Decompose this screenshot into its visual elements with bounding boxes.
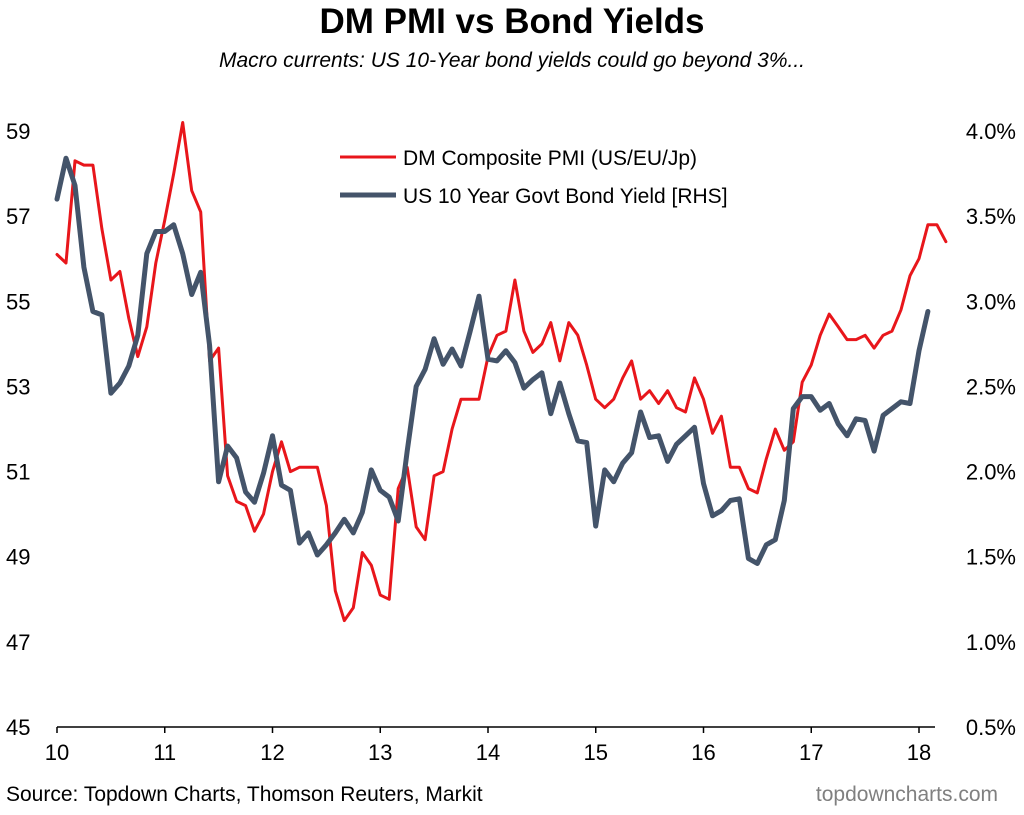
left-axis-ticks: 45 47 49 51 53 55 57 59 — [6, 119, 30, 740]
left-tick-label: 45 — [6, 715, 30, 740]
legend-label: DM Composite PMI (US/EU/Jp) — [403, 147, 697, 170]
series-lines — [54, 121, 948, 623]
right-tick-label: 4.0% — [966, 119, 1016, 144]
chart-subtitle: Macro currents: US 10-Year bond yields c… — [219, 49, 805, 72]
left-tick-label: 47 — [6, 630, 30, 655]
legend: DM Composite PMI (US/EU/Jp) US 10 Year Go… — [340, 147, 728, 208]
x-tick-label: 12 — [260, 740, 284, 765]
left-tick-label: 55 — [6, 289, 30, 314]
left-tick-label: 49 — [6, 545, 30, 570]
right-tick-label: 2.5% — [966, 374, 1016, 399]
x-tick-label: 11 — [153, 740, 176, 765]
bond-yield-series-line — [54, 155, 931, 566]
x-tick-label: 13 — [368, 740, 392, 765]
pmi-series-line — [55, 121, 948, 623]
x-tick-label: 14 — [476, 740, 500, 765]
x-tick-label: 18 — [907, 740, 931, 765]
left-tick-label: 57 — [6, 204, 30, 229]
right-axis-ticks: 0.5% 1.0% 1.5% 2.0% 2.5% 3.0% 3.5% 4.0% — [966, 119, 1016, 740]
x-axis: 10 11 12 13 14 15 16 17 18 — [45, 726, 935, 765]
right-tick-label: 1.0% — [966, 630, 1016, 655]
left-tick-label: 59 — [6, 119, 30, 144]
x-tick-label: 10 — [45, 740, 69, 765]
x-tick-label: 16 — [691, 740, 715, 765]
right-tick-label: 0.5% — [966, 715, 1016, 740]
brand-watermark: topdowncharts.com — [815, 783, 998, 806]
right-tick-label: 2.0% — [966, 460, 1016, 485]
x-tick-label: 15 — [584, 740, 608, 765]
x-tick-label: 17 — [799, 740, 823, 765]
left-tick-label: 53 — [6, 374, 30, 399]
source-note: Source: Topdown Charts, Thomson Reuters,… — [6, 783, 483, 806]
chart-title: DM PMI vs Bond Yields — [319, 2, 705, 41]
legend-label: US 10 Year Govt Bond Yield [RHS] — [403, 185, 728, 208]
right-tick-label: 3.5% — [966, 204, 1016, 229]
left-tick-label: 51 — [6, 460, 30, 485]
right-tick-label: 3.0% — [966, 289, 1016, 314]
right-tick-label: 1.5% — [966, 545, 1016, 570]
